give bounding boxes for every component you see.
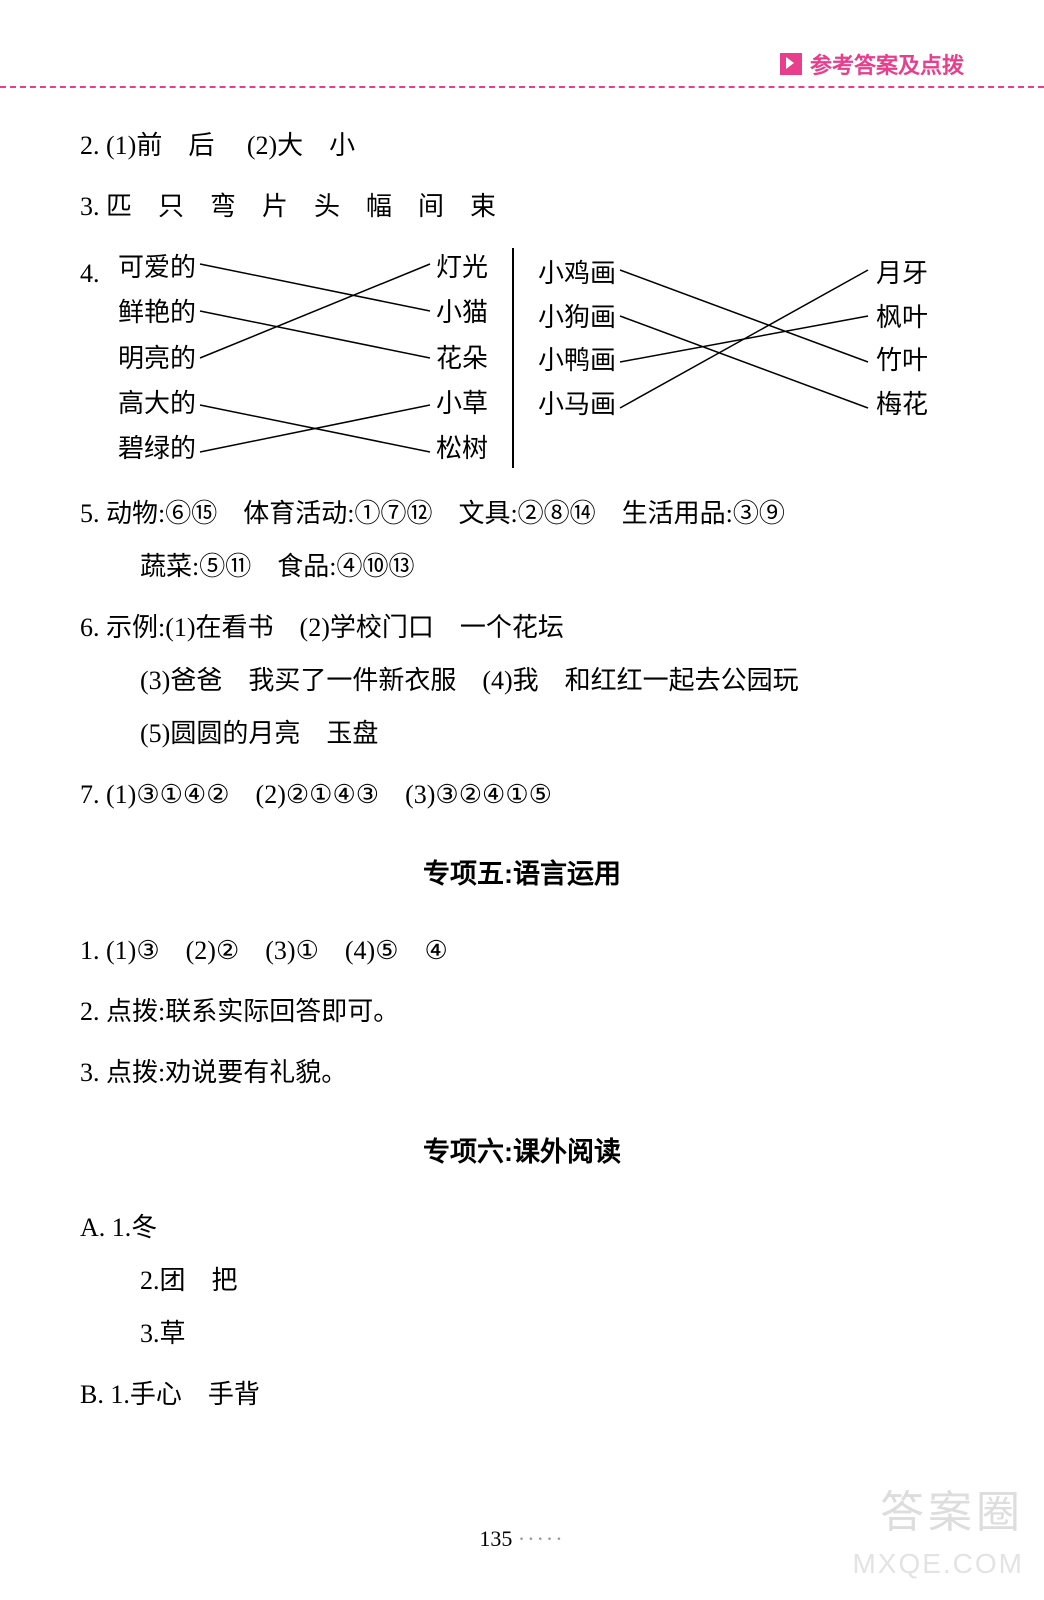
q6-line3: (5)圆圆的月亮 玉盘	[80, 714, 964, 753]
panel-a-right: 灯光小猫花朵小草松树	[436, 248, 488, 468]
match-right-item: 枫叶	[876, 298, 928, 337]
s6-B1: B. 1.手心 手背	[80, 1375, 964, 1414]
q2-label: 2.	[80, 131, 100, 160]
s5-q3-label: 3.	[80, 1058, 100, 1087]
q6-line1: 6. 示例:(1)在看书 (2)学校门口 一个花坛	[80, 608, 964, 647]
q3-text: 匹 只 弯 片 头 幅 间 束	[106, 192, 496, 221]
match-left-item: 小鸡画	[538, 254, 616, 293]
s5-q1: 1. (1)③ (2)② (3)① (4)⑤ ④	[80, 931, 964, 970]
q2-line: 2. (1)前 后 (2)大 小	[80, 126, 964, 165]
s6-B-l1: 1.手心 手背	[110, 1380, 260, 1409]
match-right-item: 梅花	[876, 385, 928, 424]
s5-q2-text: 点拨:联系实际回答即可。	[106, 997, 399, 1026]
match-left-item: 碧绿的	[118, 429, 196, 468]
q3-label: 3.	[80, 192, 100, 221]
panel-a-left: 可爱的鲜艳的明亮的高大的碧绿的	[118, 248, 196, 468]
q7-line: 7. (1)③①④② (2)②①④③ (3)③②④①⑤	[80, 775, 964, 814]
page-header: 参考答案及点拨	[780, 48, 964, 80]
s5-q1-text: (1)③ (2)② (3)① (4)⑤ ④	[106, 936, 448, 965]
match-right-item: 月牙	[876, 254, 928, 293]
panel-b-left: 小鸡画小狗画小鸭画小马画	[538, 254, 616, 424]
match-right-item: 灯光	[436, 248, 488, 287]
watermark-text-1: 答案圈	[880, 1476, 1024, 1540]
s6-A-label: A.	[80, 1213, 105, 1242]
content-area: 2. (1)前 后 (2)大 小 3. 匹 只 弯 片 头 幅 间 束 4. 可…	[80, 126, 964, 1436]
q5-line2: 蔬菜:⑤⑪ 食品:④⑩⑬	[80, 547, 964, 586]
q6-label: 6.	[80, 613, 100, 642]
q2-p2: (2)大 小	[247, 131, 355, 160]
q2-p1: (1)前 后	[106, 131, 214, 160]
match-left-item: 小狗画	[538, 298, 616, 337]
match-right-item: 小猫	[436, 293, 488, 332]
match-right-item: 竹叶	[876, 341, 928, 380]
match-left-item: 小马画	[538, 385, 616, 424]
watermark-text-2: MXQE.COM	[852, 1548, 1024, 1580]
page-number-value: 135	[479, 1526, 512, 1551]
q6-l1: 示例:(1)在看书 (2)学校门口 一个花坛	[106, 613, 564, 642]
section5-title: 专项五:语言运用	[80, 854, 964, 895]
s6-A3: 3.草	[80, 1314, 964, 1353]
match-left-item: 可爱的	[118, 248, 196, 287]
q4-panel-b: 小鸡画小狗画小鸭画小马画 月牙枫叶竹叶梅花	[538, 254, 928, 424]
match-left-item: 明亮的	[118, 339, 196, 378]
panel-divider	[512, 248, 514, 468]
s5-q3-text: 点拨:劝说要有礼貌。	[106, 1058, 347, 1087]
header-divider	[0, 86, 1044, 88]
page-number-dots: ·····	[518, 1526, 565, 1551]
match-left-item: 高大的	[118, 384, 196, 423]
match-right-item: 小草	[436, 384, 488, 423]
s5-q2: 2. 点拨:联系实际回答即可。	[80, 992, 964, 1031]
q4-label: 4.	[80, 248, 118, 468]
s6-B-label: B.	[80, 1380, 104, 1409]
s6-A1: A. 1.冬	[80, 1208, 964, 1247]
q7-label: 7.	[80, 780, 100, 809]
q3-line: 3. 匹 只 弯 片 头 幅 间 束	[80, 187, 964, 226]
q5-l1: 动物:⑥⑮ 体育活动:①⑦⑫ 文具:②⑧⑭ 生活用品:③⑨	[106, 499, 785, 528]
s5-q1-label: 1.	[80, 936, 100, 965]
s6-A-l1: 1.冬	[112, 1213, 158, 1242]
q6-line2: (3)爸爸 我买了一件新衣服 (4)我 和红红一起去公园玩	[80, 661, 964, 700]
s5-q2-label: 2.	[80, 997, 100, 1026]
match-right-item: 松树	[436, 429, 488, 468]
panel-b-right: 月牙枫叶竹叶梅花	[876, 254, 928, 424]
arrow-icon	[780, 53, 802, 75]
q4-panel-a: 可爱的鲜艳的明亮的高大的碧绿的 灯光小猫花朵小草松树	[118, 248, 488, 468]
q4-container: 4. 可爱的鲜艳的明亮的高大的碧绿的 灯光小猫花朵小草松树 小鸡画小狗画小鸭画小…	[80, 248, 964, 468]
q5-line1: 5. 动物:⑥⑮ 体育活动:①⑦⑫ 文具:②⑧⑭ 生活用品:③⑨	[80, 494, 964, 533]
match-left-item: 鲜艳的	[118, 293, 196, 332]
q5-label: 5.	[80, 499, 100, 528]
match-right-item: 花朵	[436, 339, 488, 378]
header-title: 参考答案及点拨	[810, 48, 964, 80]
section6-title: 专项六:课外阅读	[80, 1132, 964, 1173]
s6-A2: 2.团 把	[80, 1261, 964, 1300]
s5-q3: 3. 点拨:劝说要有礼貌。	[80, 1053, 964, 1092]
match-left-item: 小鸭画	[538, 341, 616, 380]
q7-text: (1)③①④② (2)②①④③ (3)③②④①⑤	[106, 780, 552, 809]
